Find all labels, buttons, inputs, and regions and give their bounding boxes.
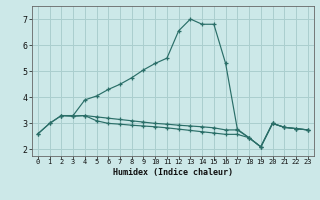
X-axis label: Humidex (Indice chaleur): Humidex (Indice chaleur)	[113, 168, 233, 177]
